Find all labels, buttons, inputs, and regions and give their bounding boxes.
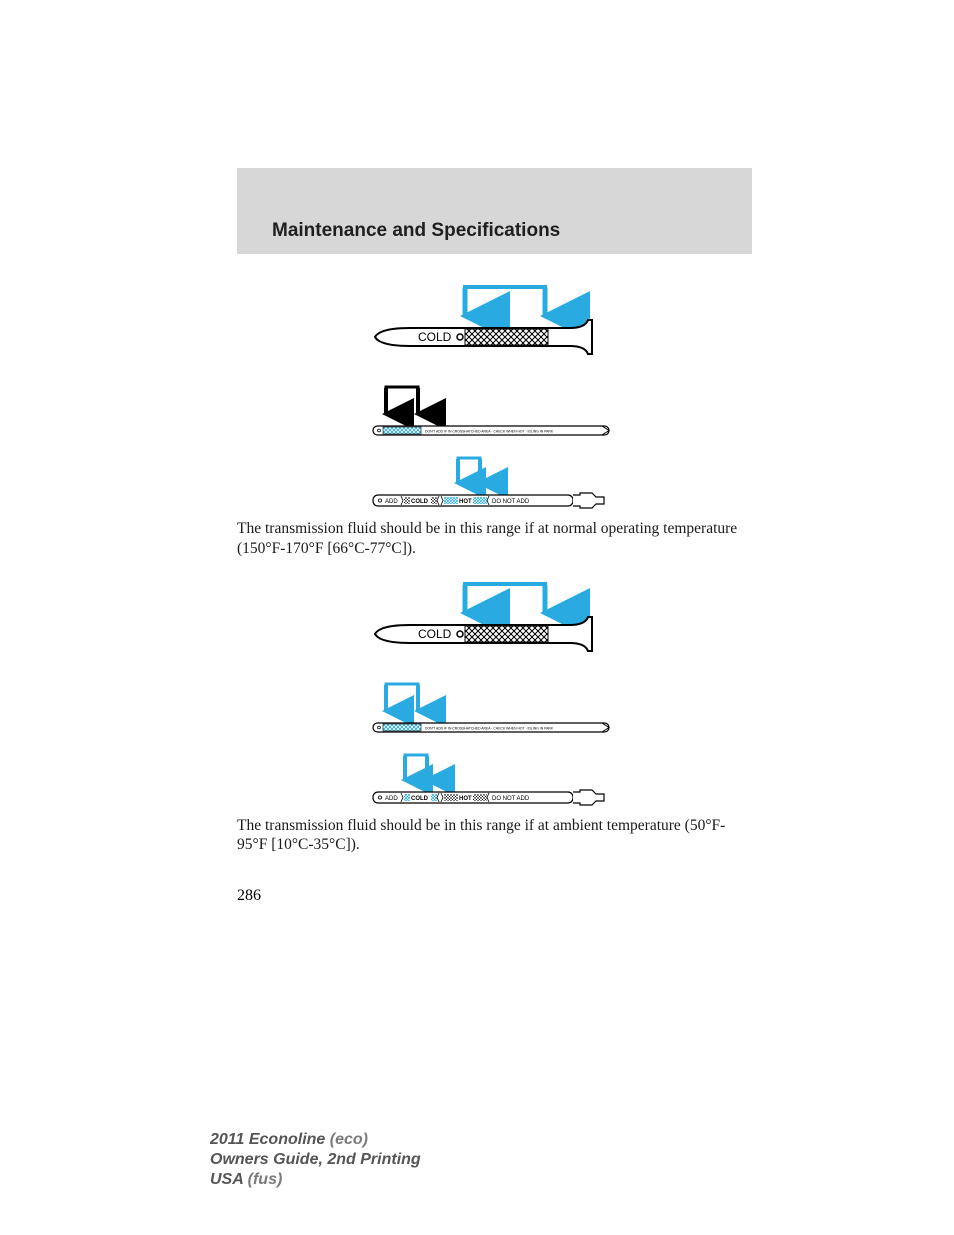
- mid-dipstick-text: DON'T ADD IF IN CROSSHATCHED AREA · CHEC…: [425, 429, 554, 433]
- dipstick-large-ambient: COLD: [370, 577, 620, 657]
- figure-group-ambient: COLD DON'T ADD IF I: [237, 577, 752, 810]
- dipstick-small-operating: ADD COLD HOT DO NOT ADD: [370, 453, 620, 513]
- footer-line-1: 2011 Econoline (eco): [210, 1130, 421, 1150]
- label-do-not-add: DO NOT ADD: [492, 796, 530, 802]
- figure-group-operating: COLD DON'T ADD IF I: [237, 280, 752, 513]
- label-add: ADD: [385, 499, 398, 505]
- cold-label: COLD: [418, 627, 452, 641]
- dipstick-small-ambient: ADD COLD HOT DO NOT ADD: [370, 750, 620, 810]
- footer-model: 2011 Econoline: [210, 1131, 325, 1148]
- footer: 2011 Econoline (eco) Owners Guide, 2nd P…: [210, 1130, 421, 1190]
- footer-line-3: USA (fus): [210, 1170, 421, 1190]
- footer-region: USA: [210, 1171, 243, 1188]
- dipstick-mid-ambient: DON'T ADD IF IN CROSSHATCHED AREA · CHEC…: [370, 679, 620, 744]
- page: Maintenance and Specifications: [0, 0, 954, 1235]
- page-number: 286: [237, 887, 752, 905]
- label-cold: COLD: [411, 499, 429, 505]
- dipstick-large-operating: COLD: [370, 280, 620, 360]
- label-add: ADD: [385, 796, 398, 802]
- content-area: COLD DON'T ADD IF I: [237, 280, 752, 905]
- section-header-band: Maintenance and Specifications: [237, 168, 752, 254]
- caption-ambient: The transmission fluid should be in this…: [237, 816, 752, 856]
- label-do-not-add: DO NOT ADD: [492, 499, 530, 505]
- label-cold: COLD: [411, 796, 429, 802]
- mid-dipstick-text: DON'T ADD IF IN CROSSHATCHED AREA · CHEC…: [425, 726, 554, 730]
- footer-code-2: (fus): [243, 1171, 282, 1188]
- label-hot: HOT: [459, 796, 472, 802]
- cold-label: COLD: [418, 330, 452, 344]
- footer-code-1: (eco): [325, 1131, 368, 1148]
- footer-line-2: Owners Guide, 2nd Printing: [210, 1150, 421, 1170]
- caption-operating: The transmission fluid should be in this…: [237, 519, 752, 559]
- label-hot: HOT: [459, 499, 472, 505]
- dipstick-mid-operating: DON'T ADD IF IN CROSSHATCHED AREA · CHEC…: [370, 382, 620, 447]
- section-title: Maintenance and Specifications: [237, 220, 560, 242]
